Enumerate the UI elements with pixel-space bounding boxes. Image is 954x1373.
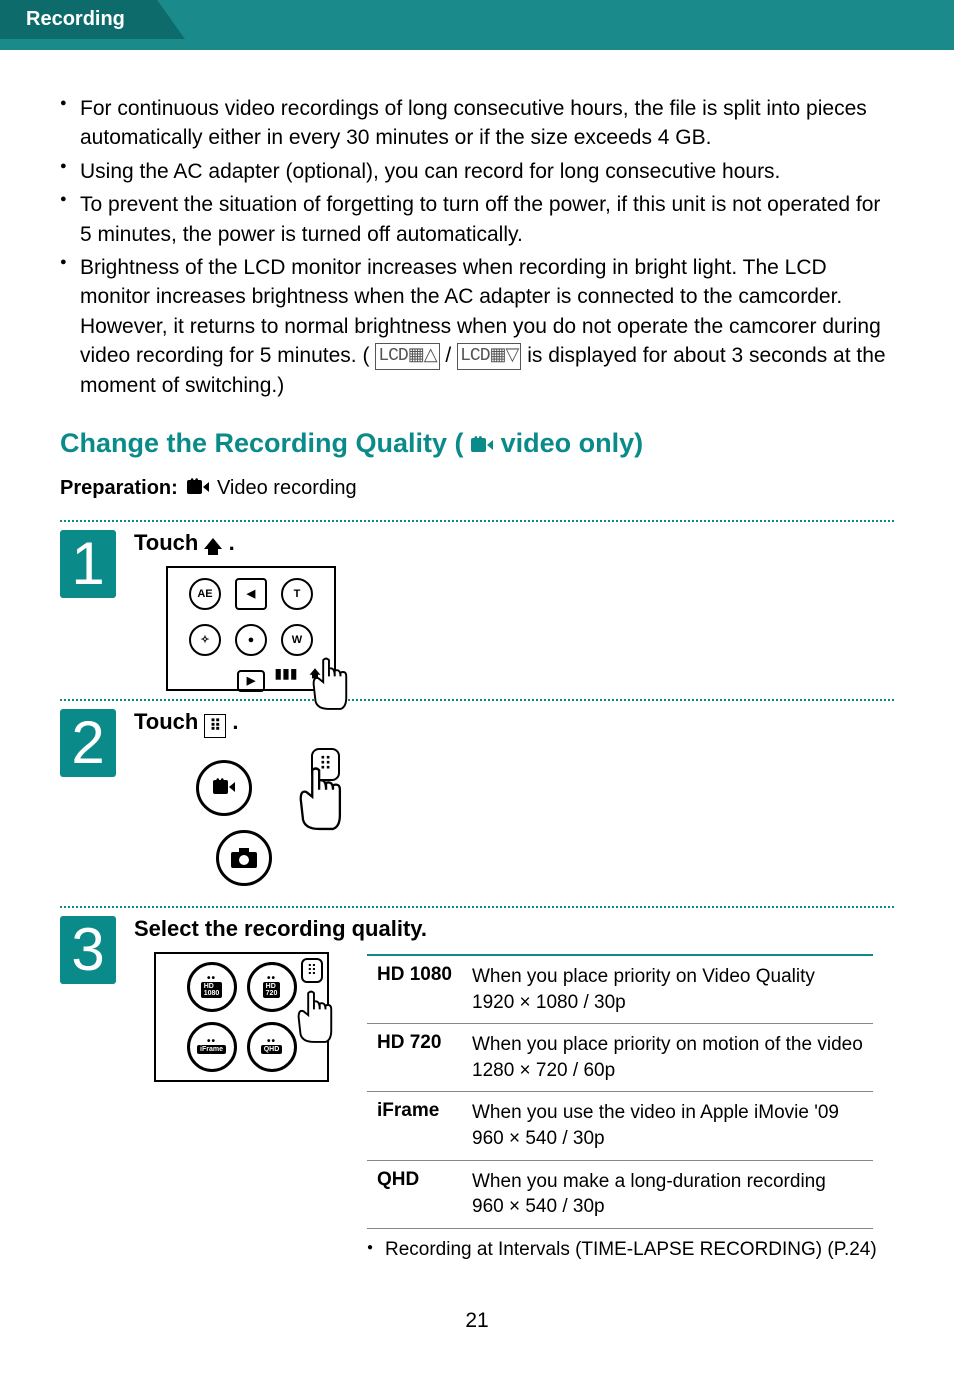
playback-icon: ▶ xyxy=(237,670,265,692)
grid-icon: ⠿ xyxy=(204,714,226,738)
step-title: Select the recording quality. xyxy=(134,916,894,942)
preparation-label: Preparation: xyxy=(60,477,178,499)
section-title-b: video only) xyxy=(501,428,644,458)
section-title: Change the Recording Quality ( •• video … xyxy=(60,428,894,459)
step-title-a: Touch xyxy=(134,709,204,734)
map-pin-icon: ● xyxy=(235,624,267,656)
quality-name: QHD xyxy=(367,1160,462,1228)
bullet-item: For continuous video recordings of long … xyxy=(60,94,894,153)
quality-table: HD 1080 When you place priority on Video… xyxy=(367,954,873,1229)
w-icon: W xyxy=(281,624,313,656)
step-title: Touch . xyxy=(134,530,894,556)
header-tab: Recording xyxy=(0,0,185,39)
ae-icon: AE xyxy=(189,578,221,610)
bullet-item: Using the AC adapter (optional), you can… xyxy=(60,157,894,186)
quality-name: HD 720 xyxy=(367,1024,462,1092)
home-icon xyxy=(204,538,222,549)
intro-bullets: For continuous video recordings of long … xyxy=(60,94,894,400)
footnote: Recording at Intervals (TIME-LAPSE RECOR… xyxy=(367,1239,894,1261)
step-3: 3 Select the recording quality. ⠿ ••HD10… xyxy=(60,906,894,1261)
video-mode-icon: •• xyxy=(196,760,252,816)
table-row: QHD When you make a long-duration record… xyxy=(367,1160,873,1228)
header-bar: Recording xyxy=(0,0,954,50)
touch-hand-icon xyxy=(289,764,347,834)
grid-icon: ⠿ xyxy=(301,958,323,983)
quality-desc: When you use the video in Apple iMovie '… xyxy=(462,1092,873,1160)
touch-hand-icon xyxy=(289,988,337,1046)
video-icon: •• xyxy=(187,480,209,495)
tool-icon: ✧ xyxy=(189,624,221,656)
play-left-icon: ◀ xyxy=(235,578,267,610)
step-number: 1 xyxy=(60,530,116,598)
preparation-text: Video recording xyxy=(217,477,357,499)
bullet-item: To prevent the situation of forgetting t… xyxy=(60,190,894,249)
quality-desc: When you make a long-duration recording … xyxy=(462,1160,873,1228)
mode-hd1080-icon: ••HD1080 xyxy=(187,962,237,1012)
screen-illustration-1: AE ◀ T ✧ ● W ▶ ▮▮▮ xyxy=(166,566,336,691)
quality-desc: When you place priority on motion of the… xyxy=(462,1024,873,1092)
step-title-b: . xyxy=(232,709,238,734)
screen-illustration-3: ⠿ ••HD1080 ••HD720 ••iFrame ••QHD xyxy=(154,952,329,1082)
lcd-separator: / xyxy=(445,344,457,367)
touch-hand-icon xyxy=(304,655,352,713)
step-title-b: . xyxy=(229,530,235,555)
step-2: 2 Touch ⠿ . •• ⠿ xyxy=(60,699,894,898)
table-row: HD 1080 When you place priority on Video… xyxy=(367,955,873,1024)
table-row: HD 720 When you place priority on motion… xyxy=(367,1024,873,1092)
section-title-a: Change the Recording Quality ( xyxy=(60,428,464,458)
quality-desc: When you place priority on Video Quality… xyxy=(462,955,873,1024)
lcd-down-icon: LCD▦▽ xyxy=(457,343,521,370)
step-1: 1 Touch . AE ◀ T ✧ ● W ▶ ▮▮▮ xyxy=(60,520,894,691)
screen-illustration-2: •• ⠿ xyxy=(166,748,346,898)
bullet-item: Brightness of the LCD monitor increases … xyxy=(60,253,894,400)
step-title: Touch ⠿ . xyxy=(134,709,894,738)
step-title-a: Touch xyxy=(134,530,204,555)
t-icon: T xyxy=(281,578,313,610)
page-number: 21 xyxy=(60,1309,894,1333)
mode-iframe-icon: ••iFrame xyxy=(187,1022,237,1072)
video-icon: •• xyxy=(471,438,493,453)
step-number: 3 xyxy=(60,916,116,984)
main-content: For continuous video recordings of long … xyxy=(0,94,954,1373)
quality-name: HD 1080 xyxy=(367,955,462,1024)
lcd-up-icon: LCD▦△ xyxy=(375,343,439,370)
quality-name: iFrame xyxy=(367,1092,462,1160)
step-number: 2 xyxy=(60,709,116,777)
preparation-line: Preparation: •• Video recording xyxy=(60,477,894,500)
table-row: iFrame When you use the video in Apple i… xyxy=(367,1092,873,1160)
photo-mode-icon xyxy=(216,830,272,886)
